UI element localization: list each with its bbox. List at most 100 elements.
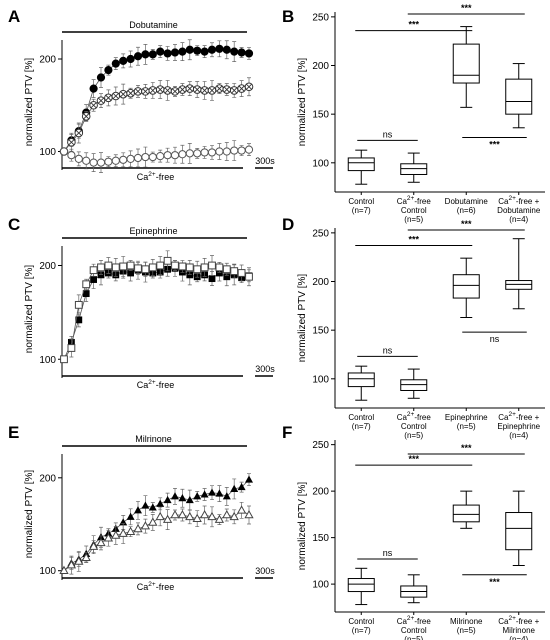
- panel-e: E Milrinone 100 200 normalized PTV [%] Ca2+-f…: [8, 423, 275, 592]
- category-label-line2: Control: [401, 626, 427, 635]
- data-point: [230, 47, 239, 56]
- series-filled-circle: [59, 39, 254, 156]
- series-open-square: [60, 250, 253, 364]
- data-point: [60, 355, 68, 364]
- category-label: Ca2+-free: [397, 615, 432, 626]
- data-point: [133, 523, 143, 533]
- data-point: [148, 152, 157, 162]
- data-point: [127, 269, 134, 277]
- y-tick-label: 250: [312, 440, 329, 451]
- data-point: [222, 85, 232, 94]
- panel-letter: C: [8, 215, 20, 234]
- data-point: [126, 154, 135, 163]
- panel-c: C Epinephrine 100 200 normalized PTV [%] Ca2+…: [8, 215, 275, 390]
- y-tick-label: 100: [312, 580, 329, 591]
- data-point: [148, 50, 157, 59]
- data-point: [134, 264, 142, 273]
- data-point: [170, 87, 180, 96]
- data-point: [96, 73, 106, 82]
- data-point: [200, 263, 209, 272]
- box-4: Ca2+-free +Dobutamine(n=4): [497, 63, 541, 224]
- category-label: Epinephrine: [445, 413, 488, 422]
- data-point: [96, 96, 106, 105]
- ca-free-label: Ca2+-free: [137, 581, 174, 592]
- data-point: [103, 533, 114, 542]
- data-point: [186, 271, 194, 279]
- category-n: (n=4): [509, 215, 528, 224]
- data-point: [230, 146, 239, 155]
- panel-a: A Dobutamine 100 200 normalized PTV [%] Ca2+-…: [8, 7, 275, 182]
- data-point: [141, 501, 150, 509]
- data-point: [156, 152, 165, 161]
- category-n: (n=5): [457, 626, 476, 635]
- marker-cross: [75, 130, 82, 136]
- data-point: [244, 49, 254, 58]
- data-point: [171, 492, 179, 500]
- significance: ns *** *** ***: [355, 443, 527, 587]
- box-4: Ca2+-free +Epinephrine(n=4): [497, 238, 541, 440]
- series-open-triangle: [59, 501, 254, 575]
- series-filled-square: [60, 259, 253, 363]
- box-iqr: [452, 504, 480, 523]
- data-point: [126, 88, 135, 98]
- marker-cross: [142, 88, 149, 95]
- series-open-circle: [59, 140, 254, 173]
- marker-cross: [172, 88, 178, 95]
- category-label-line2: Control: [401, 206, 427, 215]
- data-point: [140, 521, 151, 530]
- data-point: [215, 84, 224, 93]
- data-point: [148, 263, 157, 272]
- category-n: (n=5): [404, 431, 423, 440]
- significance-label: ns: [490, 334, 500, 344]
- data-point: [59, 147, 69, 156]
- data-point: [133, 153, 143, 163]
- data-point: [200, 47, 209, 56]
- category-n: (n=7): [352, 206, 371, 215]
- box-1: Control(n=7): [347, 149, 375, 215]
- marker-cross: [186, 85, 193, 92]
- data-point: [200, 148, 209, 157]
- panel-title: Epinephrine: [129, 226, 177, 236]
- panel-letter: F: [282, 423, 292, 442]
- box-iqr: [505, 78, 533, 115]
- data-point: [177, 509, 188, 519]
- y-tick-label: 200: [312, 487, 329, 498]
- marker-cross: [90, 102, 97, 109]
- data-point: [223, 273, 231, 281]
- category-label-line2: Dobutamine: [497, 206, 541, 215]
- data-point: [192, 85, 202, 94]
- data-point: [97, 263, 105, 272]
- data-point: [66, 560, 77, 569]
- data-point: [104, 261, 113, 270]
- marker-cross: [238, 85, 245, 92]
- data-point: [178, 47, 187, 56]
- data-point: [214, 514, 225, 523]
- marker-cross: [98, 97, 104, 104]
- data-point: [118, 89, 128, 99]
- y-axis-label: normalized PTV [%]: [24, 265, 35, 354]
- data-point: [59, 565, 69, 575]
- data-point: [133, 52, 143, 61]
- marker-cross: [83, 113, 90, 120]
- data-point: [163, 256, 172, 265]
- data-point: [104, 157, 113, 166]
- data-point: [126, 54, 135, 64]
- data-point: [170, 48, 180, 57]
- data-point: [156, 47, 165, 56]
- category-n: (n=7): [352, 422, 371, 431]
- data-point: [141, 265, 150, 274]
- data-point: [111, 263, 120, 272]
- data-point: [207, 511, 217, 521]
- data-point: [207, 45, 217, 54]
- category-label: Control: [348, 197, 374, 206]
- box-3: Epinephrine(n=5): [445, 257, 488, 431]
- data-point: [155, 511, 165, 521]
- data-point: [193, 149, 202, 158]
- data-point: [208, 261, 216, 270]
- category-n: (n=4): [509, 635, 528, 640]
- data-point: [222, 147, 231, 156]
- data-point: [222, 492, 231, 500]
